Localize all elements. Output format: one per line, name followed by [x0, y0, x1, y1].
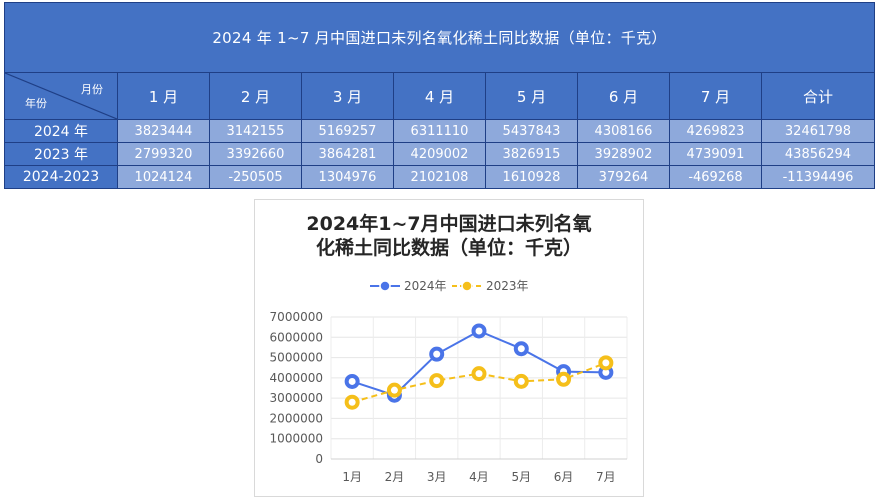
y-tick-label: 6000000 — [270, 330, 323, 344]
table-cell: 4269823 — [669, 119, 762, 143]
data-point-center — [475, 370, 483, 378]
chart-title-line: 化稀土同比数据（单位：千克） — [316, 236, 582, 259]
table-cell: -11394496 — [761, 165, 875, 189]
table-cell: -250505 — [209, 165, 302, 189]
data-point-center — [602, 359, 610, 367]
y-tick-label: 5000000 — [270, 351, 323, 365]
legend-label: 2024年 — [404, 279, 447, 293]
y-tick-label: 1000000 — [270, 432, 323, 446]
data-point-center — [560, 375, 568, 383]
row-label: 2023 年 — [4, 142, 118, 166]
header-month-7: 7 月 — [669, 72, 762, 120]
table-cell: 32461798 — [761, 119, 875, 143]
table-cell: 4209002 — [393, 142, 486, 166]
data-table: 2024 年 1~7 月中国进口未列名氧化稀土同比数据（单位：千克） 月份 年份… — [4, 2, 875, 189]
table-cell: 3392660 — [209, 142, 302, 166]
table-title: 2024 年 1~7 月中国进口未列名氧化稀土同比数据（单位：千克） — [4, 2, 875, 73]
table-cell: 2102108 — [393, 165, 486, 189]
legend-label: 2023年 — [486, 279, 529, 293]
chart-title-line: 2024年1~7月中国进口未列名氧 — [306, 212, 591, 235]
corner-month-label: 月份 — [81, 83, 103, 96]
row-label: 2024 年 — [4, 119, 118, 143]
data-point-center — [602, 368, 610, 376]
x-tick-label: 3月 — [427, 470, 447, 484]
x-tick-label: 7月 — [596, 470, 616, 484]
x-tick-label: 5月 — [511, 470, 531, 484]
corner-diagonal — [5, 73, 117, 119]
table-cell: 1304976 — [301, 165, 394, 189]
x-tick-label: 4月 — [469, 470, 489, 484]
table-row: 2024 年 3823444 3142155 5169257 6311110 5… — [4, 119, 875, 143]
table-cell: 1610928 — [485, 165, 578, 189]
legend-marker — [461, 280, 473, 292]
data-point-center — [517, 377, 525, 385]
data-point-center — [348, 377, 356, 385]
table-cell: 4739091 — [669, 142, 762, 166]
table-cell: 2799320 — [117, 142, 210, 166]
data-point-center — [433, 350, 441, 358]
table-cell: 3928902 — [577, 142, 670, 166]
header-month-5: 5 月 — [485, 72, 578, 120]
table-cell: 6311110 — [393, 119, 486, 143]
data-point-center — [433, 377, 441, 385]
table-row: 2023 年 2799320 3392660 3864281 4209002 3… — [4, 142, 875, 166]
header-month-3: 3 月 — [301, 72, 394, 120]
y-tick-label: 2000000 — [270, 411, 323, 425]
header-month-4: 4 月 — [393, 72, 486, 120]
table-cell: 3826915 — [485, 142, 578, 166]
table-cell: 4308166 — [577, 119, 670, 143]
table-cell: 3142155 — [209, 119, 302, 143]
table-cell: 379264 — [577, 165, 670, 189]
y-tick-label: 3000000 — [270, 391, 323, 405]
table-cell: 5169257 — [301, 119, 394, 143]
x-tick-label: 1月 — [342, 470, 362, 484]
table-cell: 1024124 — [117, 165, 210, 189]
header-month-6: 6 月 — [577, 72, 670, 120]
table-cell: 5437843 — [485, 119, 578, 143]
data-point-center — [348, 398, 356, 406]
table-cell: 3823444 — [117, 119, 210, 143]
chart-card: 2024年1~7月中国进口未列名氧 化稀土同比数据（单位：千克） 2024年 2023… — [254, 199, 644, 497]
table-cell: 43856294 — [761, 142, 875, 166]
table-cell: 3864281 — [301, 142, 394, 166]
y-tick-label: 7000000 — [270, 310, 323, 324]
data-point-center — [475, 327, 483, 335]
legend-marker — [379, 280, 391, 292]
corner-year-label: 年份 — [25, 97, 47, 110]
header-month-1: 1 月 — [117, 72, 210, 120]
corner-header: 月份 年份 — [4, 72, 118, 120]
x-tick-label: 6月 — [554, 470, 574, 484]
header-month-2: 2 月 — [209, 72, 302, 120]
data-point-center — [390, 386, 398, 394]
x-tick-label: 2月 — [385, 470, 405, 484]
y-tick-label: 4000000 — [270, 371, 323, 385]
header-total: 合计 — [761, 72, 875, 120]
y-tick-label: 0 — [315, 452, 323, 466]
table-cell: -469268 — [669, 165, 762, 189]
table-row: 2024-2023 1024124 -250505 1304976 210210… — [4, 165, 875, 189]
row-label: 2024-2023 — [4, 165, 118, 189]
data-point-center — [517, 345, 525, 353]
